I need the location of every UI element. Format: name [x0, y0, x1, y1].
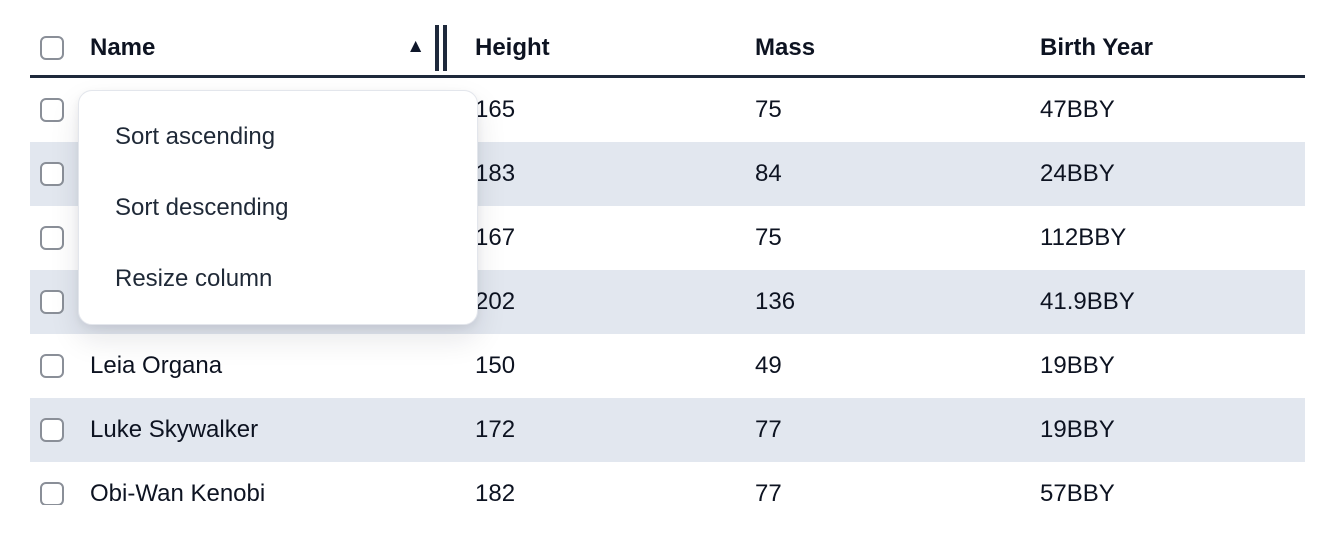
cell-height: 167 [475, 224, 516, 251]
column-header-mass[interactable]: Mass [755, 33, 816, 61]
cell-height: 183 [475, 160, 516, 187]
cell-birth-year: 19BBY [1040, 416, 1115, 443]
cell-mass: 77 [755, 480, 782, 505]
table-header-row: Name ▲ Height Mass Birth Year [30, 20, 1305, 78]
cell-birth-year: 57BBY [1040, 480, 1115, 505]
cell-birth-year: 19BBY [1040, 352, 1115, 379]
cell-height: 172 [475, 416, 516, 443]
cell-name: Luke Skywalker [90, 416, 259, 443]
table-row: Leia Organa 150 49 19BBY [30, 334, 1305, 398]
cell-height: 182 [475, 480, 516, 505]
cell-mass: 75 [755, 96, 782, 123]
data-table: Name ▲ Height Mass Birth Year 165 75 [30, 20, 1305, 505]
context-menu-item[interactable]: Sort ascending [115, 122, 276, 150]
table-row: Luke Skywalker 172 77 19BBY [30, 398, 1305, 462]
cell-mass: 136 [755, 288, 796, 315]
table-row: 165 75 47BBY [30, 78, 1305, 142]
cell-height: 165 [475, 96, 516, 123]
row-checkbox[interactable] [40, 418, 64, 442]
column-resize-handle[interactable] [435, 24, 447, 71]
resize-bar-icon [435, 24, 439, 71]
cell-birth-year: 47BBY [1040, 96, 1115, 123]
cell-height: 150 [475, 352, 516, 379]
table-row: Obi-Wan Kenobi 182 77 57BBY [30, 462, 1305, 505]
cell-mass: 77 [755, 416, 782, 443]
column-header-name-label: Name [90, 33, 156, 61]
cell-mass: 75 [755, 224, 782, 251]
row-checkbox-cell [30, 226, 90, 250]
row-checkbox-cell [30, 482, 90, 505]
row-checkbox[interactable] [40, 162, 64, 186]
context-menu-item[interactable]: Resize column [115, 264, 273, 292]
row-checkbox[interactable] [40, 354, 64, 378]
table-viewport: Name ▲ Height Mass Birth Year 165 75 [30, 20, 1305, 505]
cell-birth-year: 41.9BBY [1040, 288, 1135, 315]
cell-mass: 49 [755, 352, 782, 379]
column-context-menu: Sort ascending Sort descending Resize co… [78, 90, 478, 325]
cell-name: Leia Organa [90, 352, 223, 379]
row-checkbox-cell [30, 354, 90, 378]
row-checkbox[interactable] [40, 98, 64, 122]
row-checkbox[interactable] [40, 226, 64, 250]
column-header-birth-year[interactable]: Birth Year [1040, 33, 1153, 61]
cell-birth-year: 112BBY [1040, 224, 1127, 251]
sort-ascending-icon[interactable]: ▲ [406, 36, 425, 57]
row-checkbox[interactable] [40, 290, 64, 314]
row-checkbox[interactable] [40, 482, 64, 505]
resize-bar-icon [443, 24, 447, 71]
header-checkbox-cell [30, 35, 90, 60]
context-menu-item[interactable]: Sort descending [115, 193, 289, 221]
select-all-checkbox[interactable] [40, 35, 64, 60]
cell-mass: 84 [755, 160, 782, 187]
row-checkbox-cell [30, 418, 90, 442]
row-checkbox-cell [30, 290, 90, 314]
column-header-height[interactable]: Height [475, 33, 550, 61]
cell-name: Obi-Wan Kenobi [90, 480, 266, 505]
table-body: 165 75 47BBY 183 84 24BBY 167 75 112BBY … [30, 78, 1305, 505]
cell-height: 202 [475, 288, 516, 315]
table-row: 167 75 112BBY [30, 206, 1305, 270]
column-header-name[interactable]: Name ▲ [90, 24, 475, 71]
row-checkbox-cell [30, 98, 90, 122]
row-checkbox-cell [30, 162, 90, 186]
cell-birth-year: 24BBY [1040, 160, 1115, 187]
